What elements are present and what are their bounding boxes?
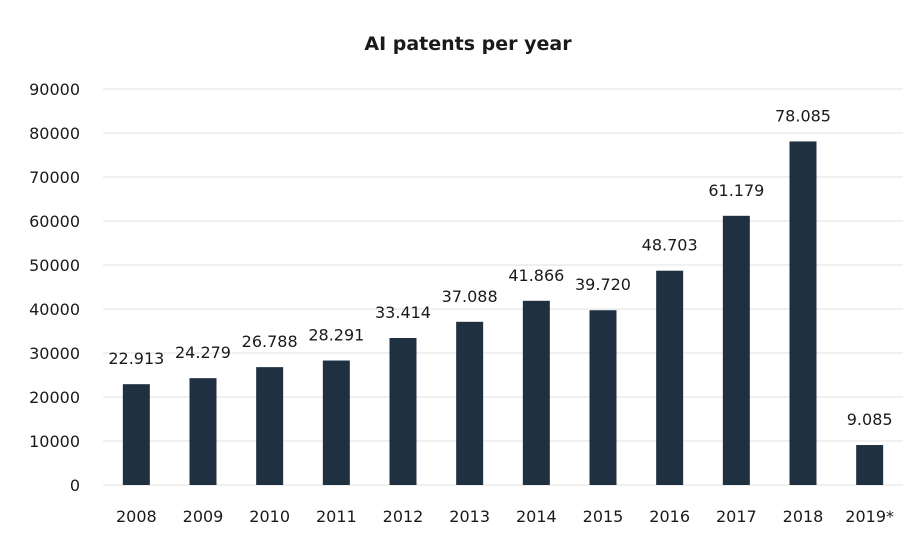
y-tick-label: 50000 xyxy=(29,256,80,275)
bars xyxy=(122,141,884,486)
y-tick-label: 20000 xyxy=(29,388,80,407)
y-tick-label: 40000 xyxy=(29,300,80,319)
data-label: 39.720 xyxy=(575,275,631,294)
x-tick-label: 2017 xyxy=(716,507,757,526)
data-label: 78.085 xyxy=(775,106,831,125)
bar xyxy=(256,367,284,485)
x-tick-label: 2016 xyxy=(649,507,690,526)
y-tick-label: 90000 xyxy=(29,80,80,99)
bar xyxy=(522,300,550,485)
y-tick-label: 60000 xyxy=(29,212,80,231)
data-labels: 22.913 24.279 26.788 28.291 33.414 37.088 41.8… xyxy=(108,106,892,429)
chart-title: AI patents per year xyxy=(364,33,572,55)
data-label: 61.179 xyxy=(708,181,764,200)
bar xyxy=(189,378,217,485)
x-tick-label: 2008 xyxy=(116,507,157,526)
y-tick-label: 70000 xyxy=(29,168,80,187)
x-tick-label: 2013 xyxy=(449,507,490,526)
data-label: 9.085 xyxy=(847,410,893,429)
bar xyxy=(722,215,750,486)
bar xyxy=(456,321,484,485)
y-tick-label: 30000 xyxy=(29,344,80,363)
x-tick-label: 2019* xyxy=(845,507,894,526)
gridlines xyxy=(103,88,903,486)
bar xyxy=(656,270,684,485)
y-tick-label: 0 xyxy=(70,476,80,495)
x-tick-label: 2010 xyxy=(249,507,290,526)
data-label: 37.088 xyxy=(442,287,498,306)
x-tick-label: 2009 xyxy=(183,507,224,526)
x-tick-label: 2011 xyxy=(316,507,357,526)
data-label: 41.866 xyxy=(508,266,564,285)
bar xyxy=(389,337,417,485)
data-label: 48.703 xyxy=(642,236,698,255)
x-tick-label: 2018 xyxy=(783,507,824,526)
data-label: 22.913 xyxy=(108,349,164,368)
data-label: 24.279 xyxy=(175,343,231,362)
x-tick-label: 2012 xyxy=(383,507,424,526)
y-tick-label: 10000 xyxy=(29,432,80,451)
bar xyxy=(322,360,350,485)
x-tick-label: 2015 xyxy=(583,507,624,526)
data-label: 28.291 xyxy=(308,326,364,345)
y-axis-ticks: 0 10000 20000 30000 40000 50000 60000 70000 8000… xyxy=(29,80,80,495)
bar xyxy=(789,141,817,485)
x-axis-ticks: 2008 2009 2010 2011 2012 2013 2014 2015 2016 2017… xyxy=(116,507,894,526)
bar xyxy=(856,445,884,485)
x-tick-label: 2014 xyxy=(516,507,557,526)
bar xyxy=(589,310,617,485)
bar xyxy=(122,384,150,485)
y-tick-label: 80000 xyxy=(29,124,80,143)
data-label: 33.414 xyxy=(375,303,431,322)
data-label: 26.788 xyxy=(242,332,298,351)
